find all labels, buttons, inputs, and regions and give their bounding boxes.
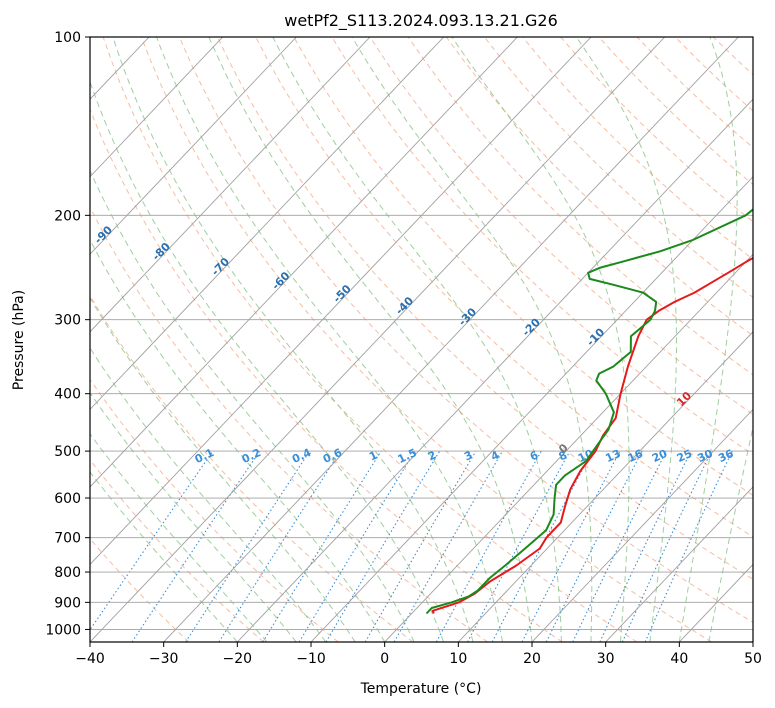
dry-adiabat-line [90, 205, 488, 642]
mixing-ratio-label: 25 [675, 447, 694, 465]
moist-adiabat-line [351, 37, 593, 642]
isotherm-line [163, 37, 739, 642]
mixing-ratio-label: 30 [695, 447, 715, 465]
moist-adiabat-line [708, 424, 753, 642]
x-axis-label: Temperature (°C) [360, 681, 482, 697]
isotherms [90, 37, 753, 642]
y-tick-label: 700 [54, 531, 81, 547]
y-tick-label: 200 [54, 208, 81, 224]
y-tick-label: 400 [54, 387, 81, 403]
x-tick-label: −40 [75, 651, 105, 667]
isobars [90, 37, 753, 630]
isotherm-line [90, 37, 371, 333]
dry-adiabat-line [178, 37, 753, 623]
dry-adiabat-line [293, 37, 753, 496]
isotherm-line [458, 331, 753, 642]
mixing-ratio-line [435, 450, 542, 642]
mixing-ratio-line [393, 450, 503, 642]
y-tick-label: 800 [54, 565, 81, 581]
y-tick-label: 100 [54, 30, 81, 46]
isotherm-line [310, 176, 753, 642]
mixing-ratio-line [185, 450, 311, 642]
dewpoint-trace [425, 208, 753, 615]
x-tick-label: −30 [149, 651, 179, 667]
mixing-ratio-line [572, 450, 667, 642]
mixing-ratio-label: 36 [716, 447, 736, 465]
moist-adiabat-line [272, 37, 562, 642]
dry-adiabat-line [255, 37, 753, 538]
moist-adiabat-line [90, 432, 268, 642]
y-tick-label: 1000 [45, 622, 81, 638]
dry-adiabat-line [484, 37, 753, 298]
moist-adiabat-line [90, 80, 445, 642]
sounding-traces [425, 208, 753, 615]
moist-adiabat-line [678, 37, 738, 642]
isotherm-line [384, 253, 753, 642]
dry-adiabat-line [140, 37, 712, 642]
dry-adiabat-line [217, 37, 753, 580]
isotherm-line [237, 98, 753, 642]
mixing-ratio-label: 16 [626, 447, 646, 465]
moist-adiabat-line [156, 37, 503, 642]
x-tick-label: 0 [380, 651, 389, 667]
x-tick-label: −20 [223, 651, 253, 667]
x-axis: −40 −30 −20 −10 0 10 20 30 40 50 [75, 642, 762, 667]
mixing-ratio-line [545, 450, 643, 642]
chart-title: wetPf2_S113.2024.093.13.21.G26 [284, 11, 558, 31]
dry-adiabat-line [90, 108, 563, 642]
isotherm-line [90, 37, 224, 178]
plot-frame [89, 36, 754, 643]
y-axis: 100 200 300 400 500 600 700 800 900 1000 [45, 30, 90, 638]
moist-adiabat-line [90, 296, 356, 642]
x-tick-label: 10 [449, 651, 467, 667]
y-axis-label: Pressure (hPa) [11, 290, 27, 390]
isotherm-line [605, 486, 753, 642]
mixing-ratio-line [298, 450, 416, 642]
mixing-ratio-line [218, 450, 341, 642]
dry-adiabat-line [102, 37, 638, 642]
isotherm-line [90, 37, 518, 488]
moist-adiabat-line [90, 471, 238, 642]
y-tick-label: 900 [54, 595, 81, 611]
isotherm-line [90, 37, 592, 566]
isotherm-line [90, 37, 297, 255]
mixing-ratio-line [262, 450, 382, 642]
mixing-ratio-label: 20 [650, 447, 670, 465]
x-tick-label: 50 [744, 651, 762, 667]
dry-adiabat-line [407, 37, 753, 376]
y-tick-label: 500 [54, 444, 81, 460]
isotherm-line [531, 408, 753, 642]
mixing-ratio-label: 13 [603, 447, 622, 465]
moist-adiabat-line [90, 169, 415, 642]
temperature-trace [431, 256, 753, 614]
x-tick-label: 20 [523, 651, 541, 667]
isotherm-line [90, 37, 445, 411]
dry-adiabat-line [90, 459, 264, 642]
moist-adiabat-line [451, 37, 630, 642]
mixing-ratio-line [90, 450, 214, 631]
x-tick-label: −10 [296, 651, 326, 667]
y-tick-label: 300 [54, 313, 81, 329]
isotherm-line [90, 37, 666, 642]
moist-adiabat-line [575, 37, 677, 642]
y-tick-label: 600 [54, 491, 81, 507]
moist-adiabat-line [208, 37, 533, 642]
x-tick-label: 30 [597, 651, 615, 667]
x-tick-label: 40 [670, 651, 688, 667]
mixing-ratio-label: 10 [576, 447, 596, 465]
